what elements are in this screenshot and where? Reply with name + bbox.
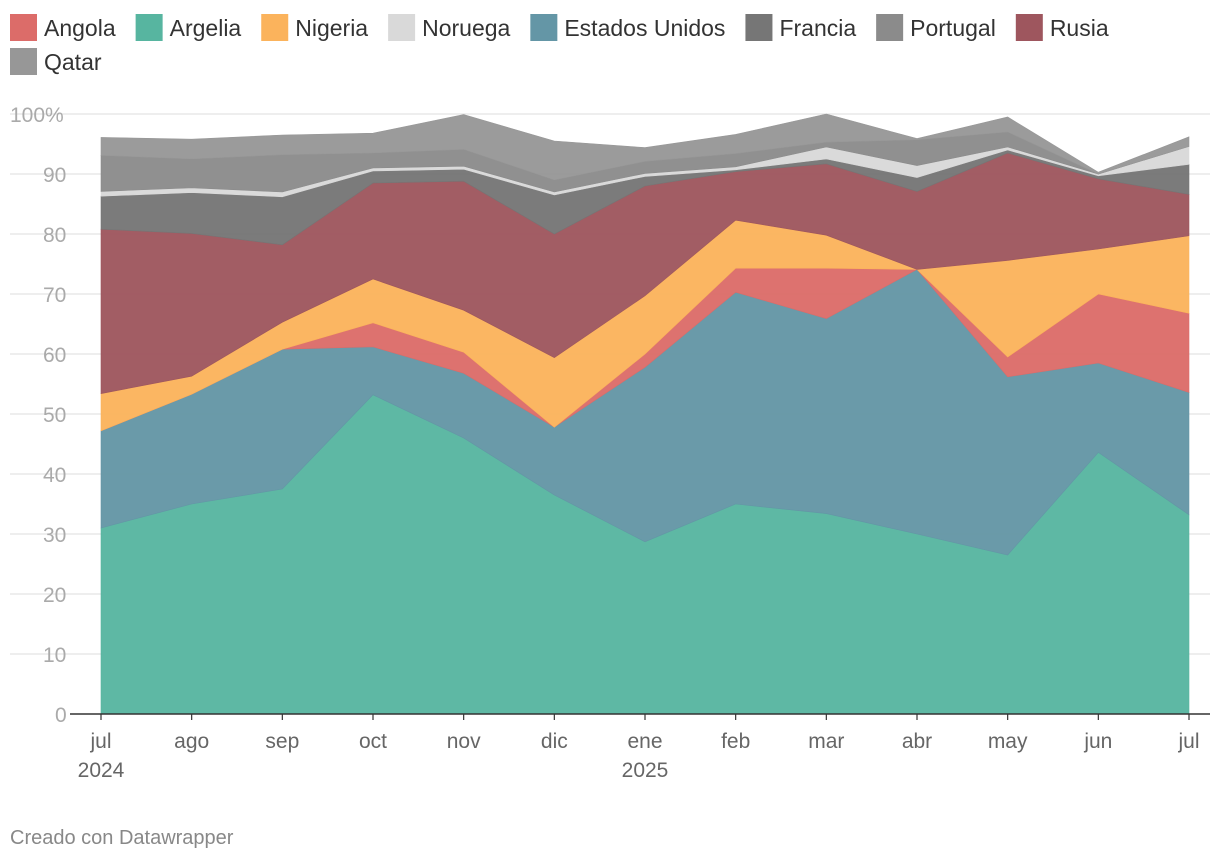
x-tick-label: may (988, 730, 1028, 753)
legend-label: Nigeria (295, 15, 368, 41)
x-tick-label: jul (89, 730, 111, 753)
x-tick-label: jun (1083, 730, 1112, 753)
x-tick-label: ago (174, 730, 209, 753)
legend-swatch (876, 14, 904, 41)
legend-label: Argelia (170, 15, 242, 41)
legend: Angola Argelia Nigeria Noruega Estados Unido… (10, 14, 1109, 75)
legend-swatch (10, 48, 37, 75)
legend-item-nigeria: Nigeria (261, 14, 368, 41)
legend-swatch (10, 14, 37, 41)
area-series (100, 113, 1190, 715)
x-tick-label: abr (902, 730, 932, 753)
legend-item-angola: Angola (10, 14, 116, 41)
legend-swatch (261, 14, 289, 41)
legend-swatch (530, 14, 558, 41)
legend-item-francia: Francia (745, 14, 856, 41)
legend-item-rusia: Rusia (1015, 14, 1109, 41)
x-tick-label: sep (265, 730, 299, 753)
y-tick-label: 40 (43, 464, 66, 487)
x-tick-label: jul (1177, 730, 1199, 753)
x-tick-label: oct (359, 730, 387, 753)
y-tick-label: 70 (43, 284, 66, 307)
y-tick-label: 100% (10, 104, 64, 127)
x-tick-year-label: 2024 (78, 759, 125, 782)
legend-label: Angola (44, 15, 116, 41)
x-tick-label: nov (447, 730, 481, 753)
legend-swatch (745, 14, 773, 41)
credit-text: Creado con Datawrapper (10, 827, 234, 849)
y-tick-label: 0 (55, 704, 67, 727)
legend-swatch (1015, 14, 1043, 41)
x-tick-label: dic (541, 730, 568, 753)
legend-label: Noruega (422, 15, 510, 41)
legend-label: Estados Unidos (564, 15, 725, 41)
x-tick-label: mar (808, 730, 844, 753)
legend-swatch (135, 14, 163, 41)
y-tick-label: 80 (43, 224, 66, 247)
y-tick-label: 30 (43, 524, 66, 547)
y-tick-label: 60 (43, 344, 66, 367)
y-tick-label: 20 (43, 584, 66, 607)
y-tick-label: 50 (43, 404, 66, 427)
legend-item-noruega: Noruega (388, 14, 511, 41)
y-tick-label: 90 (43, 164, 66, 187)
legend-label: Francia (779, 15, 856, 41)
legend-item-qatar: Qatar (10, 48, 102, 75)
legend-label: Qatar (44, 49, 102, 75)
x-tick-label: feb (721, 730, 750, 753)
legend-item-portugal: Portugal (876, 14, 996, 41)
x-axis: jul 2024 ago sep oct nov dic ene 2025 feb mar abr ma… (70, 713, 1210, 782)
legend-item-argelia: Argelia (135, 14, 242, 41)
x-tick-label: ene (627, 730, 662, 753)
legend-item-estados-unidos: Estados Unidos (530, 14, 725, 41)
x-tick-year-label: 2025 (622, 759, 669, 782)
y-axis: 0 10 20 30 40 50 60 70 80 90 100% (10, 104, 67, 727)
legend-swatch (388, 14, 416, 41)
y-tick-label: 10 (43, 644, 66, 667)
area-qatar (100, 113, 1190, 181)
legend-label: Portugal (910, 15, 996, 41)
legend-label: Rusia (1050, 15, 1109, 41)
